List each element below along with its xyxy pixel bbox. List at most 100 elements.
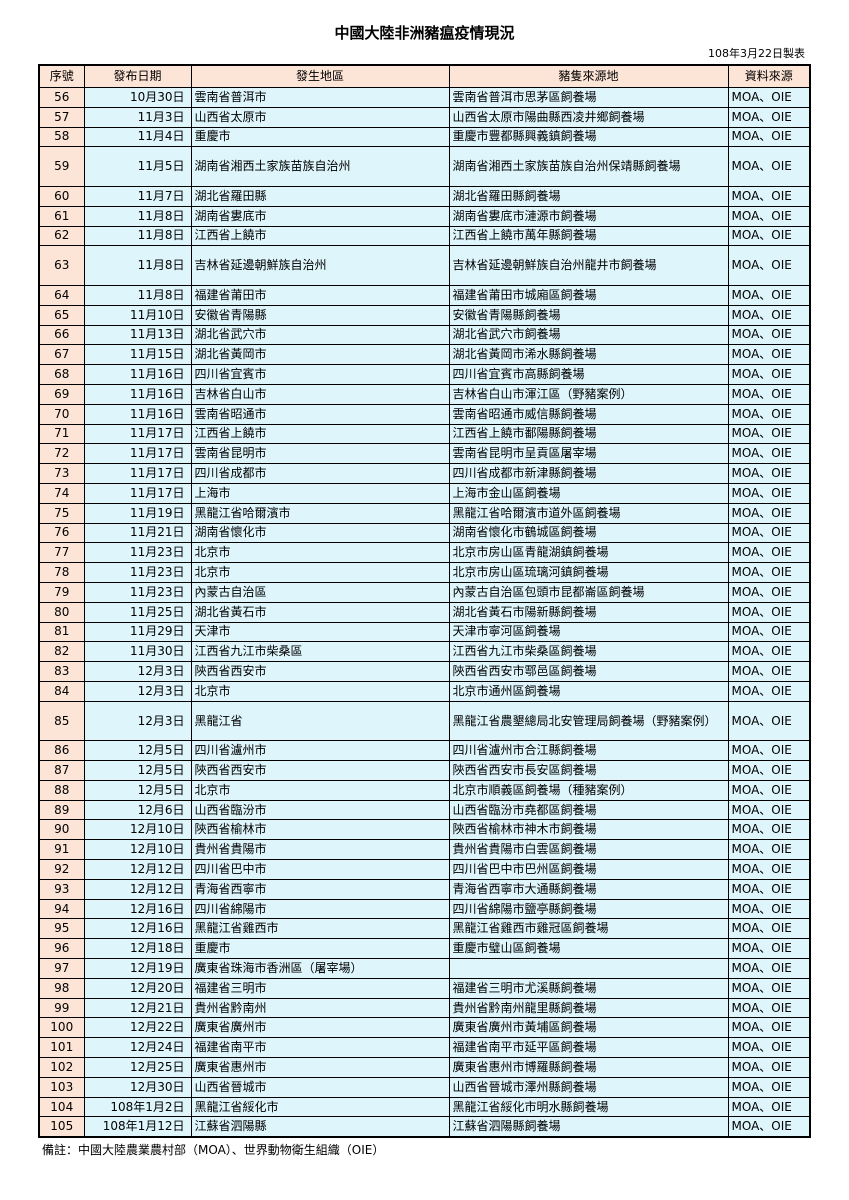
cell-data-source: MOA、OIE: [727, 938, 811, 960]
cell-pig-source: 吉林省白山市渾江區（野豬案例）: [448, 383, 729, 405]
cell-data-source: MOA、OIE: [727, 225, 811, 247]
cell-pig-source: 廣東省廣州市黃埔區飼養場: [448, 1017, 729, 1039]
cell-date: 12月12日: [83, 878, 192, 900]
cell-region: 雲南省昭通市: [190, 403, 450, 425]
cell-seq: 70: [38, 403, 85, 425]
table-row: 61 11月8日 湖南省婁底市 湖南省婁底市漣源市飼養場 MOA、OIE: [38, 205, 811, 227]
table-row: 71 11月17日 江西省上饒市 江西省上饒市鄱陽縣飼養場 MOA、OIE: [38, 423, 811, 445]
cell-pig-source: 貴州省黔南州龍里縣飼養場: [448, 997, 729, 1019]
table-row: 82 11月30日 江西省九江市柴桑區 江西省九江市柴桑區飼養場 MOA、OIE: [38, 641, 811, 663]
table-row: 79 11月23日 內蒙古自治區 內蒙古自治區包頭市昆都崙區飼養場 MOA、OIE: [38, 581, 811, 603]
cell-data-source: MOA、OIE: [727, 621, 811, 643]
cell-date: 11月16日: [83, 383, 192, 405]
cell-data-source: MOA、OIE: [727, 1076, 811, 1098]
cell-region: 內蒙古自治區: [190, 581, 450, 603]
table-row: 94 12月16日 四川省綿陽市 四川省綿陽市鹽亭縣飼養場 MOA、OIE: [38, 898, 811, 920]
cell-date: 12月19日: [83, 958, 192, 979]
table-row: 74 11月17日 上海市 上海市金山區飼養場 MOA、OIE: [38, 482, 811, 504]
cell-date: 11月17日: [83, 482, 192, 504]
cell-region: 陝西省西安市: [190, 760, 450, 781]
cell-seq: 63: [38, 245, 85, 286]
cell-date: 11月29日: [83, 621, 192, 643]
cell-seq: 89: [38, 799, 85, 821]
header-data-source: 資料來源: [727, 64, 811, 88]
cell-data-source: MOA、OIE: [727, 977, 811, 999]
table-row: 100 12月22日 廣東省廣州市 廣東省廣州市黃埔區飼養場 MOA、OIE: [38, 1017, 811, 1039]
cell-region: 江西省上饒市: [190, 423, 450, 445]
table-body: 56 10月30日 雲南省普洱市 雲南省普洱市思茅區飼養場 MOA、OIE 57 11月3日…: [38, 87, 811, 1138]
cell-date: 11月19日: [83, 502, 192, 524]
cell-date: 12月6日: [83, 799, 192, 821]
cell-region: 山西省臨汾市: [190, 799, 450, 821]
cell-region: 雲南省昆明市: [190, 443, 450, 465]
cell-seq: 93: [38, 878, 85, 900]
table-row: 105 108年1月12日 江蘇省泗陽縣 江蘇省泗陽縣飼養場 MOA、OIE: [38, 1116, 811, 1138]
cell-data-source: MOA、OIE: [727, 779, 811, 801]
table-row: 102 12月25日 廣東省惠州市 廣東省惠州市博羅縣飼養場 MOA、OIE: [38, 1057, 811, 1078]
cell-region: 北京市: [190, 542, 450, 564]
page-title: 中國大陸非洲豬瘟疫情現況: [334, 24, 515, 42]
cell-pig-source: 江蘇省泗陽縣飼養場: [448, 1116, 729, 1138]
table-row: 65 11月10日 安徽省青陽縣 安徽省青陽縣飼養場 MOA、OIE: [38, 304, 811, 326]
cell-region: 福建省三明市: [190, 977, 450, 999]
cell-pig-source: 江西省九江市柴桑區飼養場: [448, 641, 729, 663]
cell-date: 10月30日: [83, 87, 192, 108]
cell-pig-source: 北京市通州區飼養場: [448, 680, 729, 702]
cell-pig-source: 福建省莆田市城廂區飼養場: [448, 284, 729, 306]
cell-data-source: MOA、OIE: [727, 463, 811, 484]
cell-seq: 86: [38, 740, 85, 762]
cell-seq: 61: [38, 205, 85, 227]
cell-data-source: MOA、OIE: [727, 146, 811, 187]
cell-date: 11月13日: [83, 324, 192, 346]
table-row: 92 12月12日 四川省巴中市 四川省巴中市巴州區飼養場 MOA、OIE: [38, 859, 811, 880]
cell-region: 黑龍江省綏化市: [190, 1096, 450, 1118]
cell-pig-source: 天津市寧河區飼養場: [448, 621, 729, 643]
cell-date: 12月3日: [83, 661, 192, 682]
cell-date: 11月10日: [83, 304, 192, 326]
table-row: 104 108年1月2日 黑龍江省綏化市 黑龍江省綏化市明水縣飼養場 MOA、OIE: [38, 1096, 811, 1118]
cell-seq: 98: [38, 977, 85, 999]
cell-pig-source: 安徽省青陽縣飼養場: [448, 304, 729, 326]
cell-date: 11月3日: [83, 106, 192, 128]
cell-pig-source: 北京市房山區青龍湖鎮飼養場: [448, 542, 729, 564]
table-row: 83 12月3日 陝西省西安市 陝西省西安市鄠邑區飼養場 MOA、OIE: [38, 661, 811, 682]
cell-pig-source: 山西省臨汾市堯都區飼養場: [448, 799, 729, 821]
table-row: 72 11月17日 雲南省昆明市 雲南省昆明市呈貢區屠宰場 MOA、OIE: [38, 443, 811, 465]
cell-region: 湖南省婁底市: [190, 205, 450, 227]
cell-data-source: MOA、OIE: [727, 839, 811, 861]
cell-region: 湖北省黃石市: [190, 601, 450, 623]
cell-data-source: MOA、OIE: [727, 740, 811, 762]
cell-region: 陝西省西安市: [190, 661, 450, 682]
cell-seq: 73: [38, 463, 85, 484]
cell-pig-source: 陝西省西安市長安區飼養場: [448, 760, 729, 781]
cell-date: 11月7日: [83, 185, 192, 207]
table-header-row: 序號 發布日期 發生地區 豬隻來源地 資料來源: [38, 64, 811, 88]
header-date: 發布日期: [83, 64, 192, 88]
cell-seq: 84: [38, 680, 85, 702]
table-row: 98 12月20日 福建省三明市 福建省三明市尤溪縣飼養場 MOA、OIE: [38, 977, 811, 999]
cell-pig-source: 雲南省普洱市思茅區飼養場: [448, 87, 729, 108]
cell-seq: 59: [38, 146, 85, 187]
cell-data-source: MOA、OIE: [727, 482, 811, 504]
cell-region: 吉林省延邊朝鮮族自治州: [190, 245, 450, 286]
cell-seq: 94: [38, 898, 85, 920]
cell-date: 11月23日: [83, 581, 192, 603]
cell-pig-source: [448, 958, 729, 979]
cell-data-source: MOA、OIE: [727, 1037, 811, 1059]
table-row: 70 11月16日 雲南省昭通市 雲南省昭通市威信縣飼養場 MOA、OIE: [38, 403, 811, 425]
cell-pig-source: 湖北省武穴市飼養場: [448, 324, 729, 346]
cell-region: 安徽省青陽縣: [190, 304, 450, 326]
cell-region: 黑龍江省哈爾濱市: [190, 502, 450, 524]
table-row: 68 11月16日 四川省宜賓市 四川省宜賓市高縣飼養場 MOA、OIE: [38, 364, 811, 385]
table-row: 99 12月21日 貴州省黔南州 貴州省黔南州龍里縣飼養場 MOA、OIE: [38, 997, 811, 1019]
cell-pig-source: 內蒙古自治區包頭市昆都崙區飼養場: [448, 581, 729, 603]
cell-data-source: MOA、OIE: [727, 245, 811, 286]
cell-data-source: MOA、OIE: [727, 601, 811, 623]
cell-data-source: MOA、OIE: [727, 126, 811, 148]
cell-region: 四川省成都市: [190, 463, 450, 484]
table-row: 90 12月10日 陝西省榆林市 陝西省榆林市神木市飼養場 MOA、OIE: [38, 819, 811, 841]
cell-region: 北京市: [190, 562, 450, 583]
cell-seq: 69: [38, 383, 85, 405]
cell-data-source: MOA、OIE: [727, 205, 811, 227]
table-row: 103 12月30日 山西省晉城市 山西省晉城市澤州縣飼養場 MOA、OIE: [38, 1076, 811, 1098]
